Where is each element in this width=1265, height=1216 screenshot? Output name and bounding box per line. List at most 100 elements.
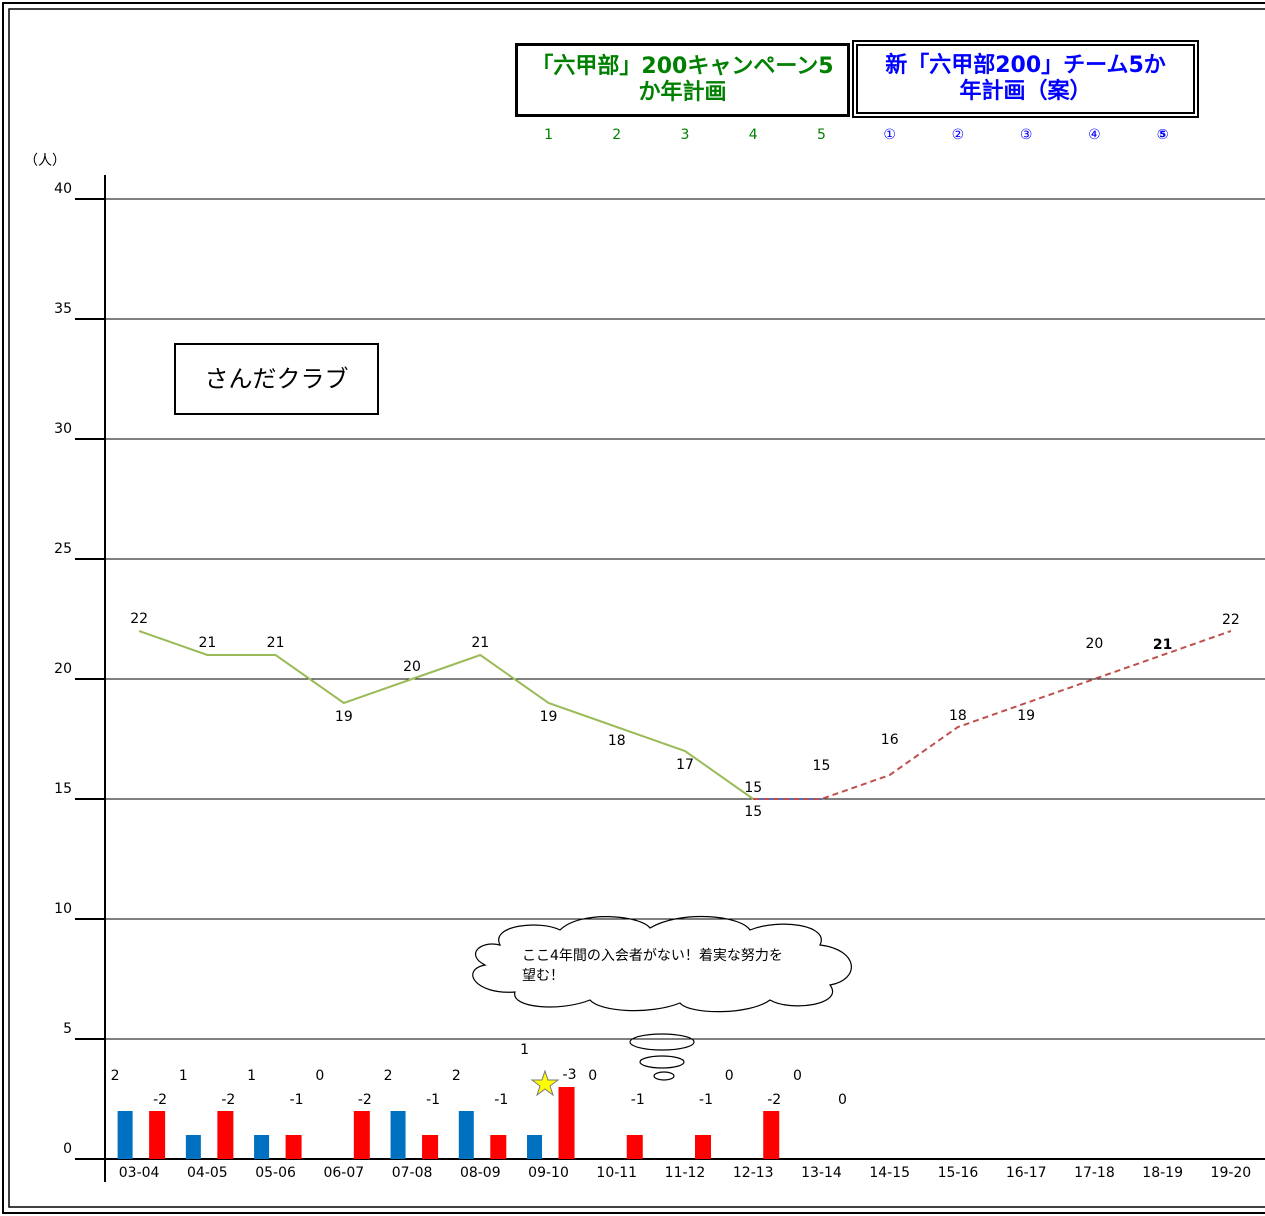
x-tick-label: 05-06 [255,1165,296,1181]
y-tick-label: 10 [54,901,72,917]
bar [458,1111,474,1159]
data-label: 16 [881,732,899,748]
y-tick-label: 5 [63,1021,72,1037]
bar-label: -2 [767,1092,781,1108]
y-unit: （人） [24,153,66,169]
data-label: 15 [744,780,762,796]
data-label: 17 [676,757,694,773]
x-tick-label: 09-10 [528,1165,569,1181]
data-label: 22 [1222,612,1240,628]
campaign-title: 「六甲部」200キャンペーン5か年計画 [515,43,850,117]
campaign-year: 5 [817,127,826,143]
x-tick-label: 07-08 [392,1165,433,1181]
data-label: 18 [608,733,626,749]
x-tick-label: 08-09 [460,1165,501,1181]
bar [422,1135,439,1159]
data-label: 19 [540,709,558,725]
club-name: さんだクラブ [174,343,379,415]
bar-label: 2 [384,1068,393,1084]
bar [558,1087,575,1159]
y-tick-label: 15 [54,781,72,797]
cloud [472,915,852,1081]
bar [217,1111,234,1159]
bar [390,1111,406,1159]
bar-label: -3 [563,1067,577,1083]
bar [490,1135,507,1159]
bar [117,1111,133,1159]
bar-label: -1 [494,1092,508,1108]
y-tick-label: 40 [54,181,72,197]
star [530,1069,560,1097]
data-label: 19 [335,709,353,725]
y-tick-label: 0 [63,1141,72,1157]
bar-label: 1 [247,1068,256,1084]
bar-label: -2 [358,1092,372,1108]
bar [185,1135,201,1159]
frame-inner [8,8,1265,1208]
campaign-year: 1 [544,127,553,143]
bar [626,1135,643,1159]
data-label: 20 [403,659,421,675]
x-tick-label: 14-15 [869,1165,910,1181]
x-tick-label: 18-19 [1142,1165,1183,1181]
x-tick-label: 10-11 [596,1165,637,1181]
x-tick-label: 12-13 [733,1165,774,1181]
data-label: 21 [198,635,216,651]
data-label: 15 [813,758,831,774]
x-tick-label: 17-18 [1074,1165,1115,1181]
bar-label: 0 [588,1068,597,1084]
y-tick-label: 20 [54,661,72,677]
x-tick-label: 03-04 [119,1165,160,1181]
team-year: ⑤ [1157,127,1169,143]
bar-label: 0 [315,1068,324,1084]
data-label: 22 [130,611,148,627]
x-tick-label: 19-20 [1211,1165,1252,1181]
data-label: 20 [1085,636,1103,652]
bar [353,1111,370,1159]
bar [285,1135,302,1159]
bar-label: -2 [153,1092,167,1108]
bar [149,1111,166,1159]
campaign-year: 3 [681,127,690,143]
bar-label: 0 [725,1068,734,1084]
bar-label: 0 [793,1068,802,1084]
data-label: 19 [1017,708,1035,724]
data-label: 21 [471,635,489,651]
bar-label: 0 [838,1092,847,1108]
bar-label: -1 [290,1092,304,1108]
x-tick-label: 15-16 [938,1165,979,1181]
x-tick-label: 13-14 [801,1165,842,1181]
line [138,630,754,800]
bar-label: -1 [699,1092,713,1108]
y-tick-label: 25 [54,541,72,557]
bar-label: 1 [520,1042,529,1058]
team-year: ③ [1020,127,1033,143]
campaign-year: 2 [612,127,621,143]
team-year: ④ [1088,127,1101,143]
bar [254,1135,270,1159]
data-label: 15 [744,804,762,820]
bar [695,1135,711,1159]
bar-label: 2 [452,1068,461,1084]
bar-label: -1 [631,1092,645,1108]
data-label: 21 [267,635,285,651]
campaign-year: 4 [749,127,758,143]
bar [527,1135,543,1159]
callout: ここ4年間の入会者がない！着実な努力を望む！ [522,948,783,984]
line [753,630,1232,800]
y-tick-label: 35 [54,301,72,317]
x-tick-label: 11-12 [665,1165,706,1181]
bar-label: 1 [179,1068,188,1084]
y-tick-label: 30 [54,421,72,437]
bar-label: 2 [111,1068,120,1084]
data-label: 18 [949,708,967,724]
team-year: ① [883,127,896,143]
team-title: 新「六甲部200」チーム5か年計画（案） [852,40,1199,118]
data-label: 21 [1153,637,1172,653]
x-tick-label: 16-17 [1006,1165,1047,1181]
x-tick-label: 06-07 [323,1165,364,1181]
bar-label: -1 [426,1092,440,1108]
